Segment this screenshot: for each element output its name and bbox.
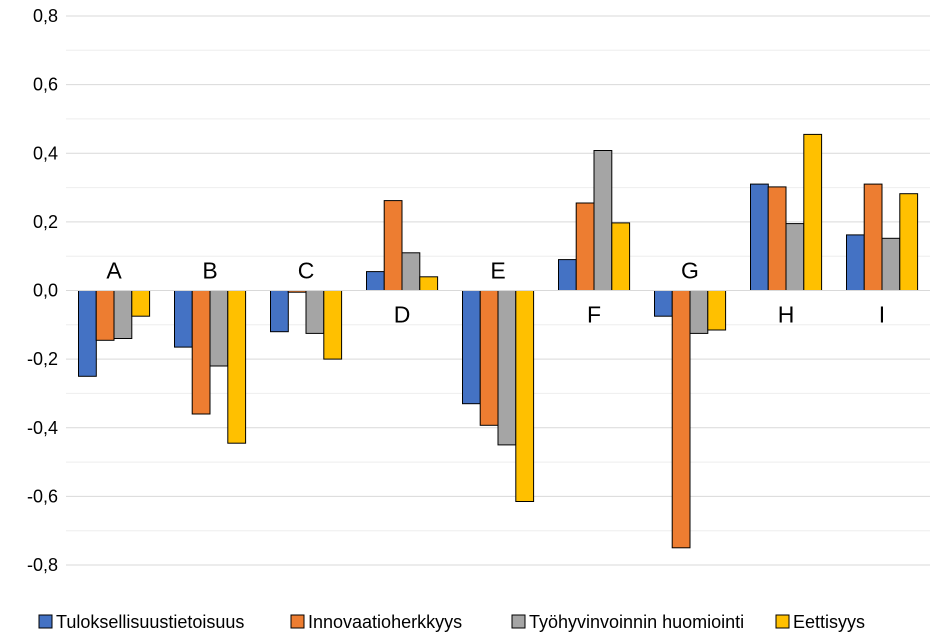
bar-A-series-4 (131, 290, 151, 317)
bar-D-series-2 (383, 200, 403, 292)
bar-D-series-1 (366, 271, 385, 292)
bar-I-series-3 (881, 237, 901, 292)
bar-D-series-4 (419, 276, 439, 291)
bar-E-series-1 (462, 290, 481, 405)
legend: Tuloksellisuustietoisuus Innovaatioherkky… (38, 612, 865, 632)
bar-A-series-2 (95, 290, 115, 341)
y-tick-label: -0,8 (27, 555, 58, 575)
legend-label-3: Työhyvinvoinnin huomiointi (529, 612, 744, 632)
y-tick-label: -0,2 (27, 349, 58, 369)
bar-I-series-4 (899, 193, 919, 291)
bar-E-series-3 (497, 290, 517, 446)
bar-I-series-1 (846, 234, 865, 291)
bar-F-series-4 (611, 222, 631, 291)
category-label-I: I (879, 302, 885, 328)
bar-D-series-3 (401, 252, 421, 292)
category-label-H: H (778, 302, 795, 328)
bar-F-series-3 (593, 150, 613, 291)
category-label-A: A (106, 258, 122, 284)
legend-label-4: Eettisyys (793, 612, 865, 632)
legend-swatch-2 (290, 614, 305, 629)
bar-B-series-4 (227, 290, 247, 444)
bar-G-series-1 (654, 290, 673, 317)
category-label-G: G (681, 258, 699, 284)
bar-I-series-2 (863, 183, 883, 292)
bar-C-series-3 (305, 290, 325, 334)
y-tick-label: -0,4 (27, 418, 58, 438)
bar-H-series-4 (803, 133, 823, 291)
legend-label-2: Innovaatioherkkyys (308, 612, 462, 632)
y-tick-label: 0,6 (33, 75, 58, 95)
bar-H-series-1 (750, 183, 769, 292)
category-label-C: C (298, 258, 315, 284)
y-tick-label: 0,2 (33, 212, 58, 232)
category-label-D: D (394, 302, 411, 328)
category-labels: A B C D E F G H I (106, 258, 885, 328)
bar-E-series-4 (515, 290, 535, 502)
y-tick-label: 0,4 (33, 143, 58, 163)
y-tick-label: 0,8 (33, 6, 58, 26)
bar-C-series-4 (323, 290, 343, 360)
bar-H-series-3 (785, 223, 805, 292)
bars (78, 133, 919, 549)
y-axis-ticks: 0,8 0,6 0,4 0,2 0,0 -0,2 -0,4 -0,6 -0,8 (27, 6, 58, 575)
bar-G-series-4 (707, 290, 727, 331)
category-label-B: B (202, 258, 217, 284)
bar-B-series-3 (209, 290, 229, 367)
bar-A-series-1 (78, 290, 97, 377)
bar-G-series-3 (689, 290, 709, 334)
bar-H-series-2 (767, 186, 787, 291)
bar-G-series-2 (671, 290, 691, 549)
bar-F-series-2 (575, 202, 595, 291)
bar-F-series-1 (558, 259, 577, 292)
legend-swatch-1 (38, 614, 53, 629)
legend-swatch-3 (511, 614, 526, 629)
y-tick-label: -0,6 (27, 486, 58, 506)
y-tick-label: 0,0 (33, 281, 58, 301)
bar-A-series-3 (113, 290, 133, 339)
bar-B-series-1 (174, 290, 193, 348)
bar-E-series-2 (479, 290, 499, 426)
legend-label-1: Tuloksellisuustietoisuus (56, 612, 244, 632)
bar-C-series-1 (270, 290, 289, 333)
category-label-F: F (587, 302, 601, 328)
legend-swatch-4 (775, 614, 790, 629)
bar-B-series-2 (191, 290, 211, 415)
category-label-E: E (490, 258, 505, 284)
